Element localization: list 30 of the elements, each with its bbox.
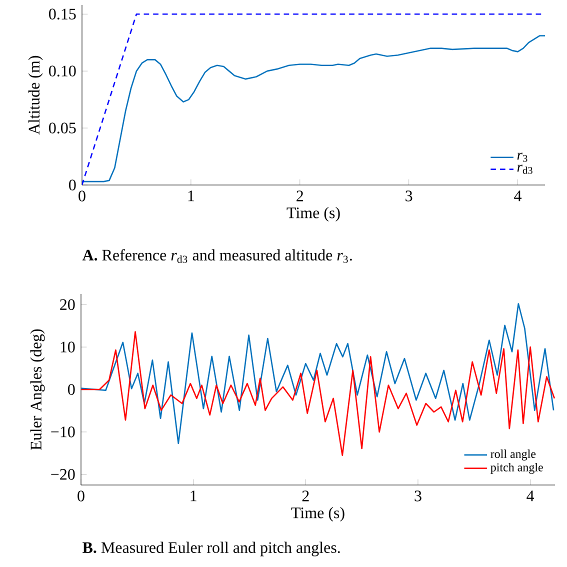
x-axis-title: Time (s)	[286, 206, 340, 222]
x-tick-label: 1	[190, 490, 196, 502]
legend-label: r$_{3}$	[517, 152, 528, 162]
x-tick-label: 3	[414, 490, 422, 502]
y-axis-title: Altitude (m)	[28, 56, 43, 135]
legend-label: roll angle	[490, 450, 536, 460]
y-tick-label: 10	[60, 342, 75, 352]
y-tick-label: 0.15	[49, 8, 76, 20]
y-tick-label: −20	[51, 468, 75, 480]
text: B. Measured Euler roll and pitch angles.	[82, 542, 340, 556]
x-tick-label: 4	[526, 490, 534, 502]
y-axis-title: Euler Angles (deg)	[30, 329, 45, 450]
line-series	[81, 303, 554, 444]
x-tick-label: 3	[406, 190, 412, 202]
y-tick-label: 0	[68, 384, 75, 395]
x-axis-title: Time (s)	[291, 506, 344, 522]
legend-label: pitch angle	[490, 462, 543, 474]
y-tick-label: 0	[69, 180, 76, 190]
x-tick-label: 1	[188, 190, 194, 202]
legend-label: r$_{d3}$	[517, 164, 532, 174]
x-tick-label: 0	[78, 190, 86, 202]
x-tick-label: 0	[78, 490, 84, 502]
y-tick-label: 0.10	[49, 66, 76, 77]
x-tick-label: 2	[296, 190, 303, 202]
x-tick-label: 2	[302, 490, 309, 502]
x-tick-label: 4	[514, 190, 522, 202]
text: A. Reference r$_{d3}$ and measured altitude r$_{3}$.	[82, 249, 352, 263]
y-tick-label: 20	[60, 299, 75, 310]
y-tick-label: −10	[51, 426, 75, 438]
y-tick-label: 0.05	[49, 122, 76, 134]
